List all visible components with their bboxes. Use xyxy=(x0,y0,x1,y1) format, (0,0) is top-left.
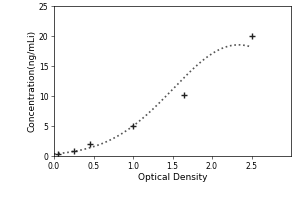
Y-axis label: Concentration(ng/mLi): Concentration(ng/mLi) xyxy=(27,30,36,132)
X-axis label: Optical Density: Optical Density xyxy=(138,173,207,182)
